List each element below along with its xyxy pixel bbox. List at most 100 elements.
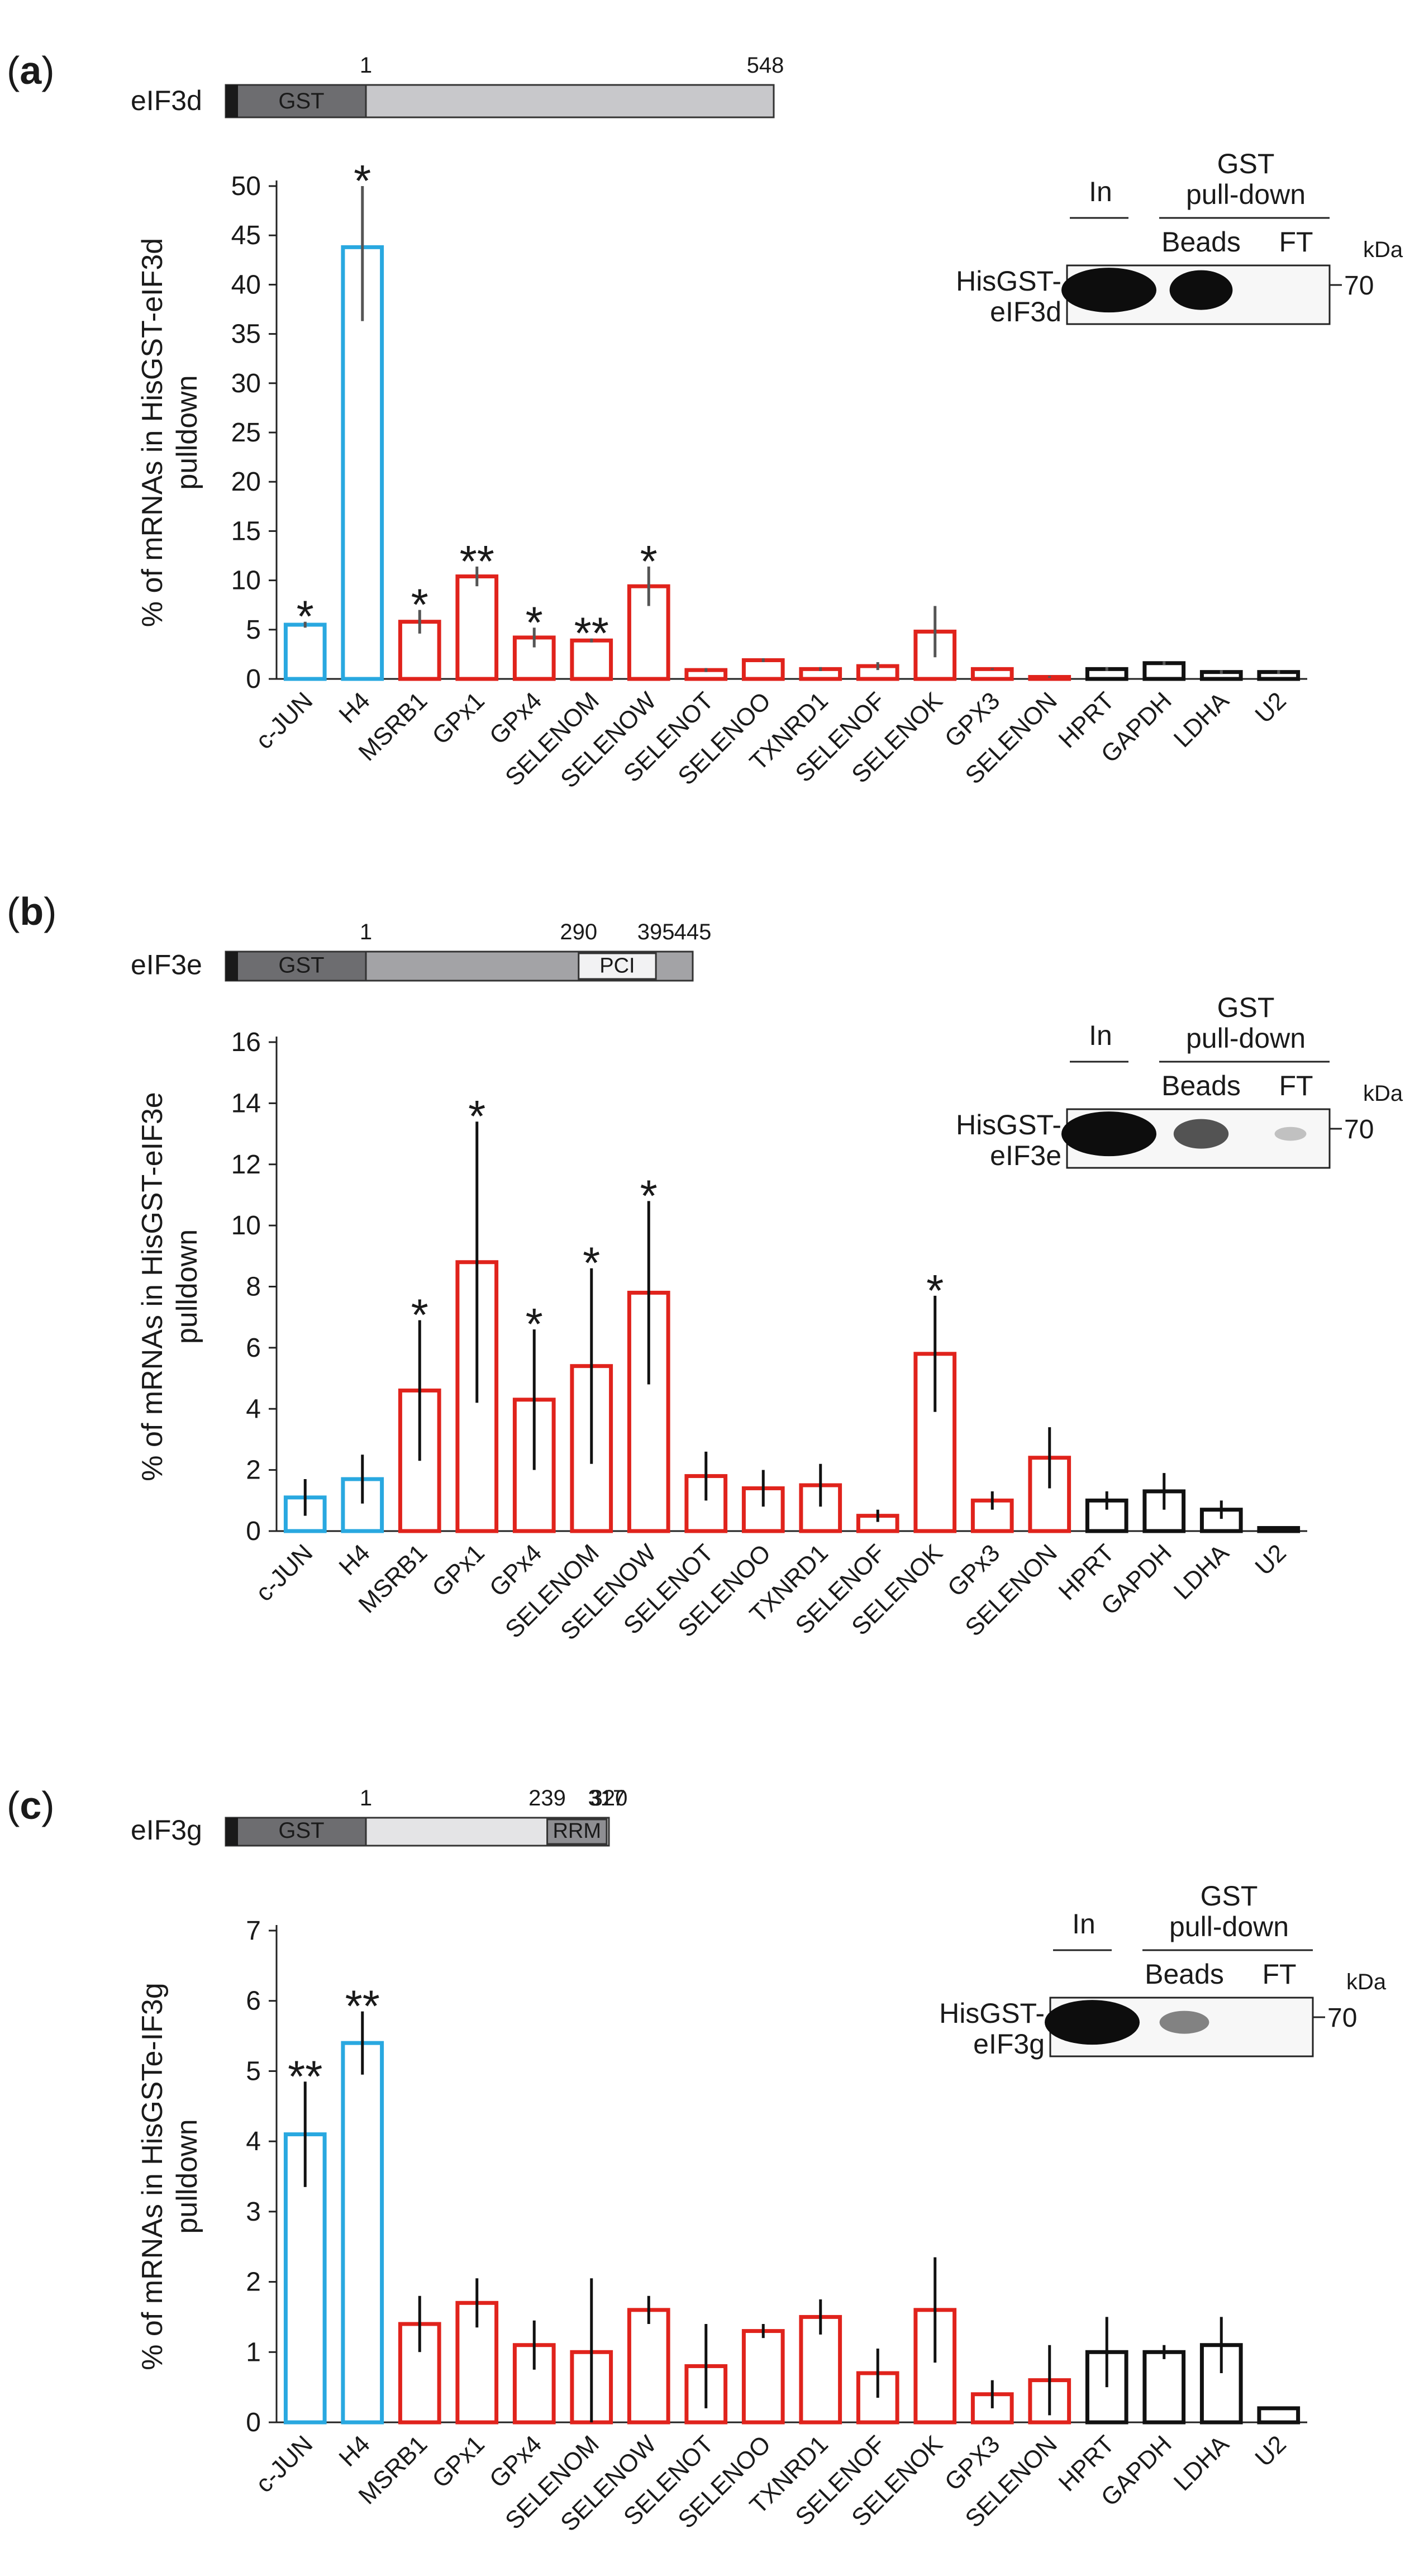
significance-marker: ** (288, 2051, 322, 2101)
y-tick-label: 7 (246, 1916, 261, 1946)
significance-marker: ** (460, 536, 494, 586)
domain-position-1: 1 (360, 53, 372, 78)
bar (283, 622, 327, 681)
significance-marker: * (640, 1171, 658, 1220)
blot-band-lane-1 (1045, 2000, 1140, 2045)
domain-pci-box (578, 952, 657, 980)
blot-beads-label: Beads (1161, 1070, 1241, 1101)
blot-beads-label: Beads (1145, 1959, 1224, 1990)
blot-ft-label: FT (1262, 1959, 1296, 1990)
significance-marker: * (526, 597, 543, 647)
significance-marker: * (526, 1299, 543, 1349)
x-tick-label: H4 (334, 2430, 375, 2472)
bar (627, 584, 670, 681)
blot-marker-70: 70 (1344, 271, 1374, 301)
domain-protein-name: eIF3g (131, 1814, 202, 1846)
y-axis-label: pulldown (171, 2119, 203, 2233)
y-tick-label: 8 (246, 1272, 261, 1302)
y-tick-label: 5 (246, 2056, 261, 2086)
x-tick-label: LDHA (1169, 2430, 1235, 2496)
y-tick-label: 0 (246, 2408, 261, 2437)
x-tick-label: H4 (334, 687, 375, 728)
blot-protein-name-line1: HisGST- (956, 1109, 1061, 1140)
blot-protein-name-line1: HisGST- (939, 1998, 1045, 2029)
domain-gst-label: GST (278, 1818, 324, 1843)
bar (1142, 661, 1186, 681)
blot-pulldown-label: pull-down (1186, 1023, 1306, 1054)
y-tick-label: 35 (231, 320, 261, 349)
domain-position-290: 290 (560, 920, 597, 944)
bar (741, 2329, 785, 2425)
significance-marker: ** (574, 609, 609, 658)
y-tick-label: 14 (231, 1089, 261, 1118)
blot-band-lane-1 (1061, 1111, 1156, 1157)
domain-his-tag (226, 1818, 238, 1846)
domain-protein-name: eIF3e (131, 949, 202, 981)
bar (627, 2308, 670, 2425)
y-tick-label: 16 (231, 1028, 261, 1057)
y-tick-label: 2 (246, 1456, 261, 1485)
x-tick-label: U2 (1250, 1539, 1291, 1580)
panel-label: (c) (7, 1784, 55, 1827)
significance-marker: * (297, 592, 314, 641)
domain-position-548: 548 (747, 53, 784, 78)
y-tick-label: 12 (231, 1150, 261, 1180)
domain-diagram: eIF3e GST PCI 1 290 395 445 (131, 920, 711, 982)
significance-marker: * (926, 1266, 944, 1315)
significance-marker: * (411, 580, 428, 630)
y-tick-label: 10 (231, 1211, 261, 1241)
blot-ft-label: FT (1279, 226, 1313, 258)
blot-input-label: In (1072, 1908, 1096, 1940)
x-tick-label: c-JUN (250, 1539, 318, 1607)
domain-his-tag (226, 952, 238, 981)
bar (1142, 2350, 1186, 2425)
domain-box-label: PCI (599, 954, 635, 977)
blot-band-lane-1 (1061, 268, 1156, 313)
bar (1257, 2406, 1301, 2425)
panel-label: (b) (7, 890, 56, 933)
y-tick-label: 6 (246, 1986, 261, 2016)
domain-position-1: 1 (360, 920, 372, 944)
blot-input-label: In (1089, 1020, 1112, 1051)
y-tick-label: 3 (246, 2197, 261, 2227)
panel-label: (a) (7, 49, 55, 92)
domain-box-label: RRM (553, 1819, 601, 1843)
domain-position-1: 1 (360, 1786, 372, 1810)
significance-marker: * (640, 536, 658, 586)
x-tick-label: LDHA (1169, 687, 1235, 753)
y-tick-label: 40 (231, 270, 261, 300)
domain-body (365, 84, 775, 118)
x-tick-label: H4 (334, 1539, 375, 1580)
blot-protein-name-line2: eIF3d (990, 296, 1061, 327)
domain-rrm-box (546, 1818, 608, 1845)
blot-marker-70: 70 (1344, 1115, 1374, 1144)
blot-kda-label: kDa (1363, 1081, 1403, 1106)
blot-gst-label: GST (1217, 148, 1275, 179)
domain-protein-name: eIF3d (131, 85, 202, 116)
y-tick-label: 25 (231, 418, 261, 448)
bar (684, 1474, 728, 1533)
domain-gst-label: GST (278, 89, 324, 113)
domain-gst-block (225, 1817, 367, 1847)
y-axis-label: % of mRNAs in HisGST-eIF3d (136, 238, 169, 627)
x-tick-label: GPx1 (427, 687, 489, 749)
blot-band-lane-2 (1169, 270, 1233, 310)
blot-protein-name-line2: eIF3e (990, 1140, 1061, 1171)
y-tick-label: 0 (246, 1517, 261, 1546)
blot-band-lane-2 (1173, 1119, 1229, 1149)
domain-diagram: eIF3d GST 1 548 (131, 53, 784, 118)
domain-position-239: 239 (528, 1786, 566, 1810)
y-tick-label: 10 (231, 566, 261, 596)
y-tick-label: 5 (246, 615, 261, 645)
bar (341, 2041, 384, 2425)
bar (741, 658, 785, 681)
y-tick-label: 20 (231, 467, 261, 497)
blot-gst-label: GST (1201, 1880, 1258, 1912)
